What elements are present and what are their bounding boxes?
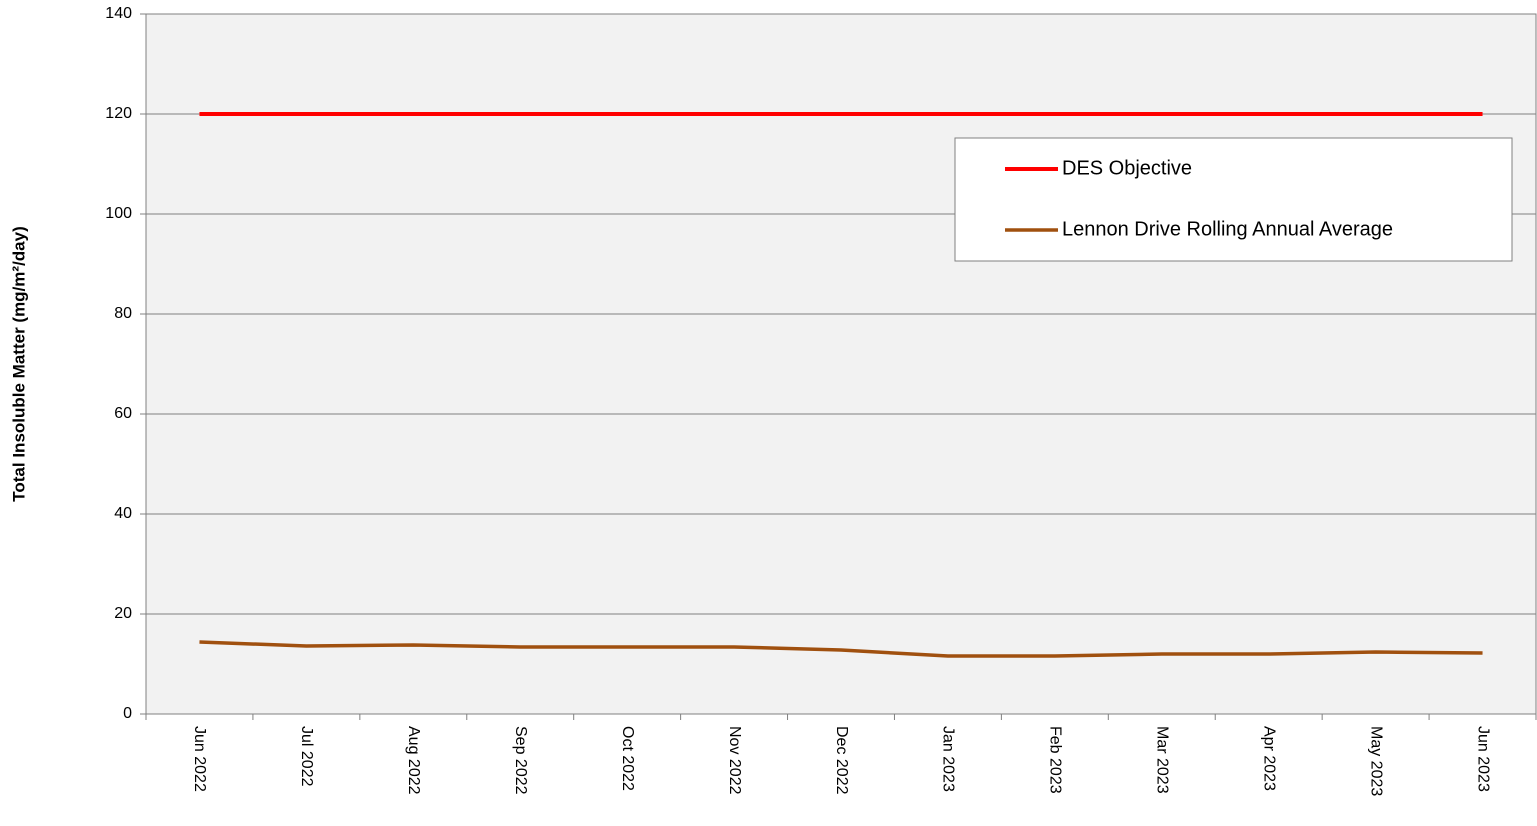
- x-tick-label: Jun 2022: [191, 726, 208, 792]
- y-tick-label: 60: [114, 405, 132, 422]
- x-tick-label: Jan 2023: [940, 726, 957, 792]
- x-tick-label: Oct 2022: [619, 726, 636, 791]
- x-tick-label: Feb 2023: [1047, 726, 1064, 794]
- x-tick-label: Apr 2023: [1260, 726, 1277, 791]
- y-tick-label: 0: [123, 705, 132, 722]
- x-tick-label: Aug 2022: [405, 726, 422, 795]
- y-tick-label: 120: [105, 105, 132, 122]
- x-tick-label: May 2023: [1367, 726, 1384, 796]
- x-tick-label: Mar 2023: [1154, 726, 1171, 794]
- y-tick-label: 80: [114, 305, 132, 322]
- y-tick-label: 20: [114, 605, 132, 622]
- legend-label: DES Objective: [1062, 157, 1192, 179]
- y-tick-label: 100: [105, 205, 132, 222]
- legend: [954, 137, 1513, 262]
- x-tick-label: Dec 2022: [833, 726, 850, 795]
- series-line: [199, 640, 1483, 658]
- plot-border: [145, 13, 1537, 715]
- y-axis-label: Total Insoluble Matter (mg/m²/day): [9, 226, 28, 501]
- legend-label: Lennon Drive Rolling Annual Average: [1062, 218, 1393, 240]
- x-tick-label: Nov 2022: [726, 726, 743, 795]
- y-tick-label: 140: [105, 5, 132, 22]
- y-tick-label: 40: [114, 505, 132, 522]
- x-tick-label: Jul 2022: [298, 726, 315, 787]
- x-tick-label: Jun 2023: [1474, 726, 1491, 792]
- x-tick-label: Sep 2022: [512, 726, 529, 795]
- plot-area: [146, 14, 1536, 714]
